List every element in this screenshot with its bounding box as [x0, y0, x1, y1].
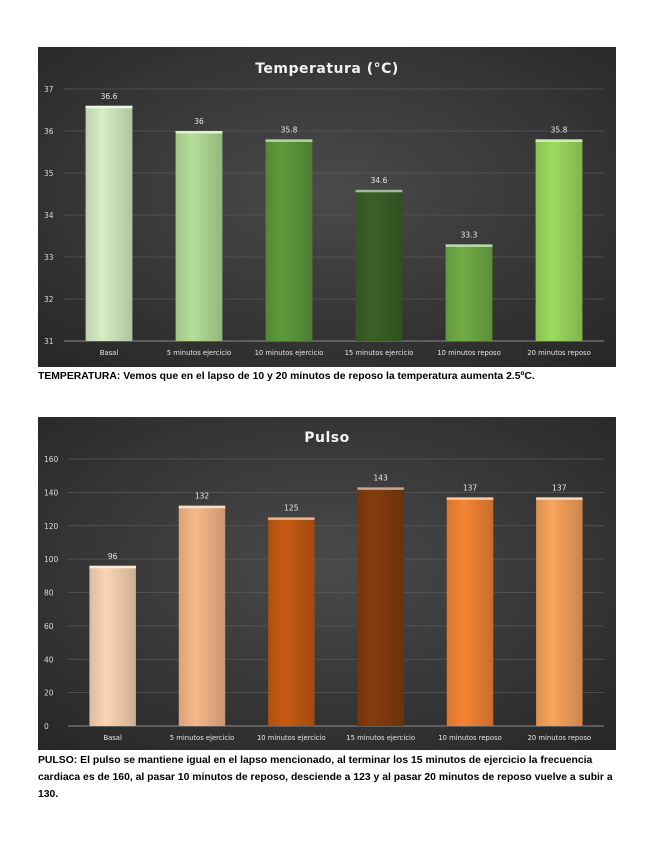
data-label: 35.8	[551, 125, 568, 134]
bar	[178, 505, 226, 726]
x-tick-label: 20 minutos reposo	[527, 349, 590, 357]
pulse-caption: PULSO: El pulso se mantiene igual en el …	[38, 755, 613, 800]
bar-highlight	[355, 189, 403, 193]
bar-highlight	[268, 517, 315, 520]
y-tick-label: 80	[44, 589, 54, 598]
bar	[175, 131, 223, 341]
data-label: 33.3	[461, 230, 478, 239]
data-label: 96	[108, 552, 118, 561]
data-label: 137	[463, 483, 478, 492]
x-tick-label: 15 minutos ejercicio	[346, 734, 415, 742]
x-tick-label: 5 minutos ejercicio	[170, 734, 234, 742]
data-label: 143	[374, 473, 389, 482]
data-label: 36	[194, 117, 204, 126]
bar-highlight	[85, 105, 133, 109]
y-tick-label: 120	[44, 522, 59, 531]
y-tick-label: 40	[44, 655, 54, 664]
data-label: 137	[552, 483, 567, 492]
bar-highlight	[178, 505, 226, 509]
chart-background	[38, 47, 616, 367]
bar-highlight	[535, 139, 583, 142]
x-tick-label: 15 minutos ejercicio	[345, 349, 414, 357]
bar	[268, 517, 315, 726]
x-tick-label: 10 minutos reposo	[438, 734, 501, 742]
bar-highlight	[265, 139, 313, 142]
y-tick-label: 36	[44, 127, 54, 136]
bar	[446, 497, 494, 726]
bar-highlight	[446, 497, 494, 500]
y-tick-label: 33	[44, 253, 54, 262]
data-label: 125	[284, 503, 299, 512]
bar-highlight	[536, 497, 583, 500]
temperature-chart-svg: Temperatura (°C) 31 32 33 34 35 36 37 36.6 Basal 3…	[38, 47, 616, 367]
y-tick-label: 37	[44, 85, 54, 94]
chart-title: Pulso	[304, 430, 349, 446]
x-tick-label: 10 minutos reposo	[437, 349, 500, 357]
data-label: 132	[195, 492, 210, 501]
chart-title: Temperatura (°C)	[255, 61, 399, 77]
pulse-chart-svg: Pulso 0 20 40 60 80 100 120 140 160 96 Basal 132 5 mi…	[38, 417, 616, 750]
bar-highlight	[445, 244, 493, 247]
bar	[357, 487, 404, 726]
bar	[265, 139, 313, 341]
y-tick-label: 34	[44, 211, 54, 220]
bar	[445, 244, 493, 341]
y-tick-label: 32	[44, 295, 54, 304]
x-tick-label: 10 minutos ejercicio	[255, 349, 324, 357]
bar	[355, 189, 403, 341]
y-tick-label: 160	[44, 455, 59, 464]
pulse-chart: Pulso 0 20 40 60 80 100 120 140 160 96 Basal 132 5 mi…	[38, 417, 616, 750]
bar-highlight	[175, 131, 223, 134]
x-tick-label: Basal	[103, 734, 122, 742]
y-tick-label: 140	[44, 488, 59, 497]
x-tick-label: 5 minutos ejercicio	[167, 349, 231, 357]
bar-highlight	[89, 565, 136, 569]
x-tick-label: 10 minutos ejercicio	[257, 734, 326, 742]
temperature-chart: Temperatura (°C) 31 32 33 34 35 36 37 36.6 Basal 3…	[38, 47, 616, 367]
x-tick-label: 20 minutos reposo	[528, 734, 591, 742]
data-label: 36.6	[101, 92, 118, 101]
x-tick-label: Basal	[100, 349, 119, 357]
y-tick-label: 100	[44, 555, 59, 564]
bar	[535, 139, 583, 341]
y-tick-label: 0	[44, 722, 49, 731]
data-label: 35.8	[281, 125, 298, 134]
y-tick-label: 35	[44, 169, 54, 178]
bar-highlight	[357, 487, 404, 490]
bar	[85, 105, 133, 341]
bar	[536, 497, 583, 726]
y-tick-label: 31	[44, 337, 54, 346]
y-tick-label: 60	[44, 622, 54, 631]
temperature-caption: TEMPERATURA: Vemos que en el lapso de 10…	[38, 371, 535, 382]
data-label: 34.6	[371, 176, 388, 185]
bar	[89, 565, 136, 726]
y-tick-label: 20	[44, 689, 54, 698]
